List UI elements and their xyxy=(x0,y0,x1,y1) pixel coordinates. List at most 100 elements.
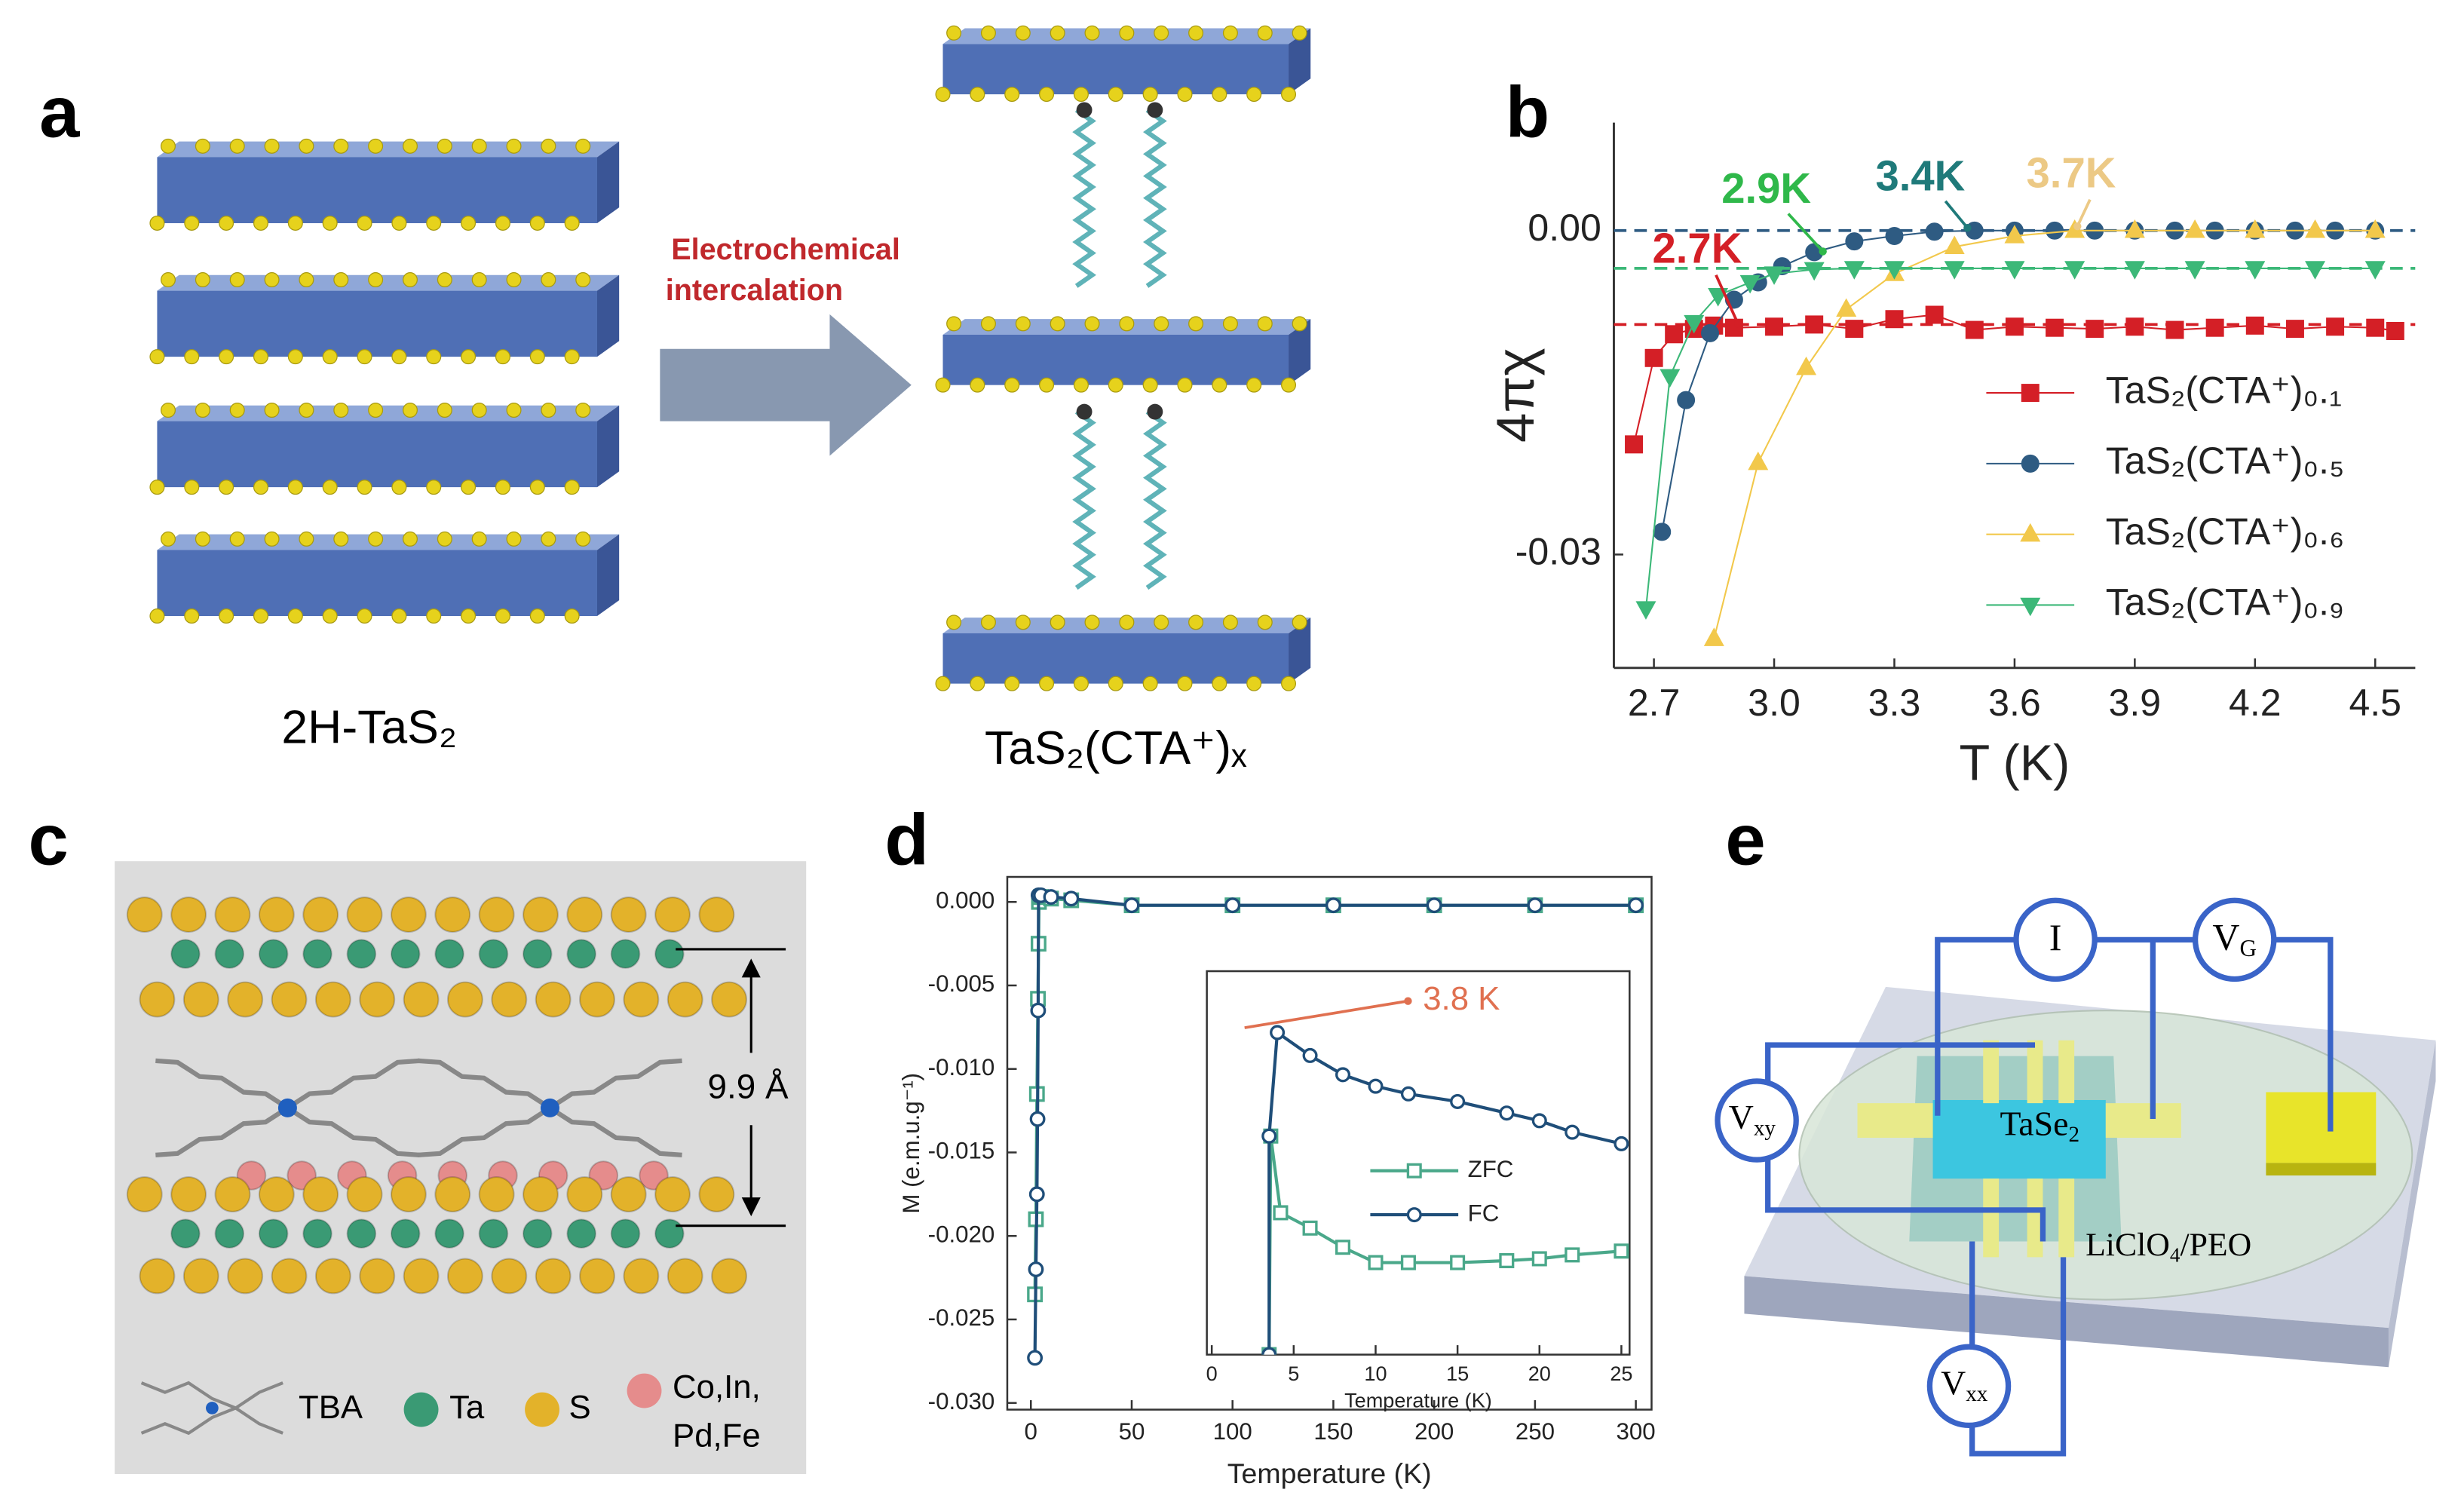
sulfur xyxy=(368,138,384,154)
atom xyxy=(478,896,515,933)
sulfur xyxy=(1142,87,1158,103)
slab-front xyxy=(157,421,597,488)
annotation: 2.7K xyxy=(1652,224,1742,271)
atom xyxy=(170,896,207,933)
sulfur xyxy=(195,272,210,288)
sulfur xyxy=(229,138,245,154)
sulfur xyxy=(564,349,580,365)
atom xyxy=(446,1258,483,1295)
marker xyxy=(1368,1078,1384,1094)
x-tick-label: 3.0 xyxy=(1748,682,1800,724)
marker xyxy=(2124,261,2145,280)
legend-text: Ta xyxy=(449,1389,485,1426)
atom xyxy=(698,1176,735,1212)
sulfur xyxy=(357,349,372,365)
marker xyxy=(1028,1186,1045,1203)
legend-text: TaS₂(CTA⁺)₀.₁ xyxy=(2106,369,2342,411)
sulfur xyxy=(529,349,545,365)
sulfur xyxy=(1212,676,1227,691)
atom xyxy=(566,896,603,933)
atom xyxy=(314,1258,351,1295)
atom xyxy=(610,896,647,933)
label-main: LiClO xyxy=(2086,1227,2170,1263)
sulfur xyxy=(1073,377,1089,393)
sulfur xyxy=(1142,377,1158,393)
slab-front xyxy=(942,44,1289,95)
atom xyxy=(623,1258,660,1295)
molecule xyxy=(1072,409,1096,590)
x-tick-label: 4.2 xyxy=(2229,682,2282,724)
sulfur xyxy=(287,349,303,365)
sulfur xyxy=(935,676,951,691)
arrow-label: intercalation xyxy=(666,274,843,307)
marker xyxy=(2125,317,2144,336)
marker xyxy=(1845,232,1864,251)
marker xyxy=(2364,219,2386,238)
slab-side xyxy=(1289,28,1311,95)
atom xyxy=(227,1258,264,1295)
atom xyxy=(522,1218,553,1249)
sulfur xyxy=(368,531,384,547)
x-tick-label: 3.3 xyxy=(1868,682,1921,724)
sulfur xyxy=(506,138,522,154)
y-tick-label: -0.005 xyxy=(928,970,995,997)
marker xyxy=(2305,219,2326,238)
sulfur xyxy=(264,138,280,154)
sulfur xyxy=(1177,87,1193,103)
x-tick-label: 5 xyxy=(1288,1362,1299,1385)
x-tick-label: 0 xyxy=(1025,1418,1037,1445)
sulfur xyxy=(426,215,442,231)
marker xyxy=(2124,219,2145,238)
meter xyxy=(1926,1344,2012,1429)
sulfur xyxy=(1257,316,1273,332)
sulfur xyxy=(541,138,556,154)
legend-text: TBA xyxy=(299,1389,363,1426)
atom xyxy=(478,939,509,969)
atom xyxy=(446,981,483,1018)
atom xyxy=(182,1258,219,1295)
sulfur xyxy=(426,349,442,365)
atom xyxy=(271,1258,308,1295)
annotation-arrowhead xyxy=(1819,247,1827,256)
sulfur xyxy=(299,272,314,288)
atom xyxy=(214,896,251,933)
y-tick-label: -0.03 xyxy=(1515,531,1601,573)
atom xyxy=(434,1176,471,1212)
sulfur xyxy=(471,531,487,547)
annotation-arrowhead xyxy=(1733,320,1742,328)
legend-dopant xyxy=(627,1373,662,1408)
sulfur xyxy=(1292,615,1307,630)
sulfur xyxy=(391,480,407,495)
atom xyxy=(126,1176,163,1212)
annotation-arrow xyxy=(1787,213,1825,253)
sulfur xyxy=(322,349,338,365)
marker xyxy=(2064,261,2086,280)
legend-tba xyxy=(140,1381,283,1410)
atom xyxy=(403,981,440,1018)
marker xyxy=(1665,325,1684,344)
y-tick-label: 0.000 xyxy=(936,887,994,913)
slab-front xyxy=(157,550,597,617)
atom xyxy=(302,939,333,969)
sulfur xyxy=(1281,87,1297,103)
atom xyxy=(214,939,245,969)
sulfur xyxy=(980,615,996,630)
sulfur xyxy=(461,608,477,624)
marker xyxy=(2366,318,2385,337)
sulfur xyxy=(195,402,210,418)
sulfur xyxy=(437,531,452,547)
electrode xyxy=(2105,1103,2181,1138)
marker xyxy=(1028,1261,1044,1277)
sulfur xyxy=(1039,87,1055,103)
sulfur xyxy=(391,608,407,624)
sulfur xyxy=(368,402,384,418)
sulfur xyxy=(402,272,418,288)
sulfur xyxy=(1119,615,1135,630)
marker xyxy=(1644,348,1663,367)
label-sub: xx xyxy=(1966,1381,1988,1405)
tba-arm xyxy=(418,1058,552,1111)
y-axis-label: 4πχ xyxy=(1486,348,1546,443)
marker xyxy=(1400,1255,1416,1270)
sulfur xyxy=(461,349,477,365)
sulfur xyxy=(402,138,418,154)
